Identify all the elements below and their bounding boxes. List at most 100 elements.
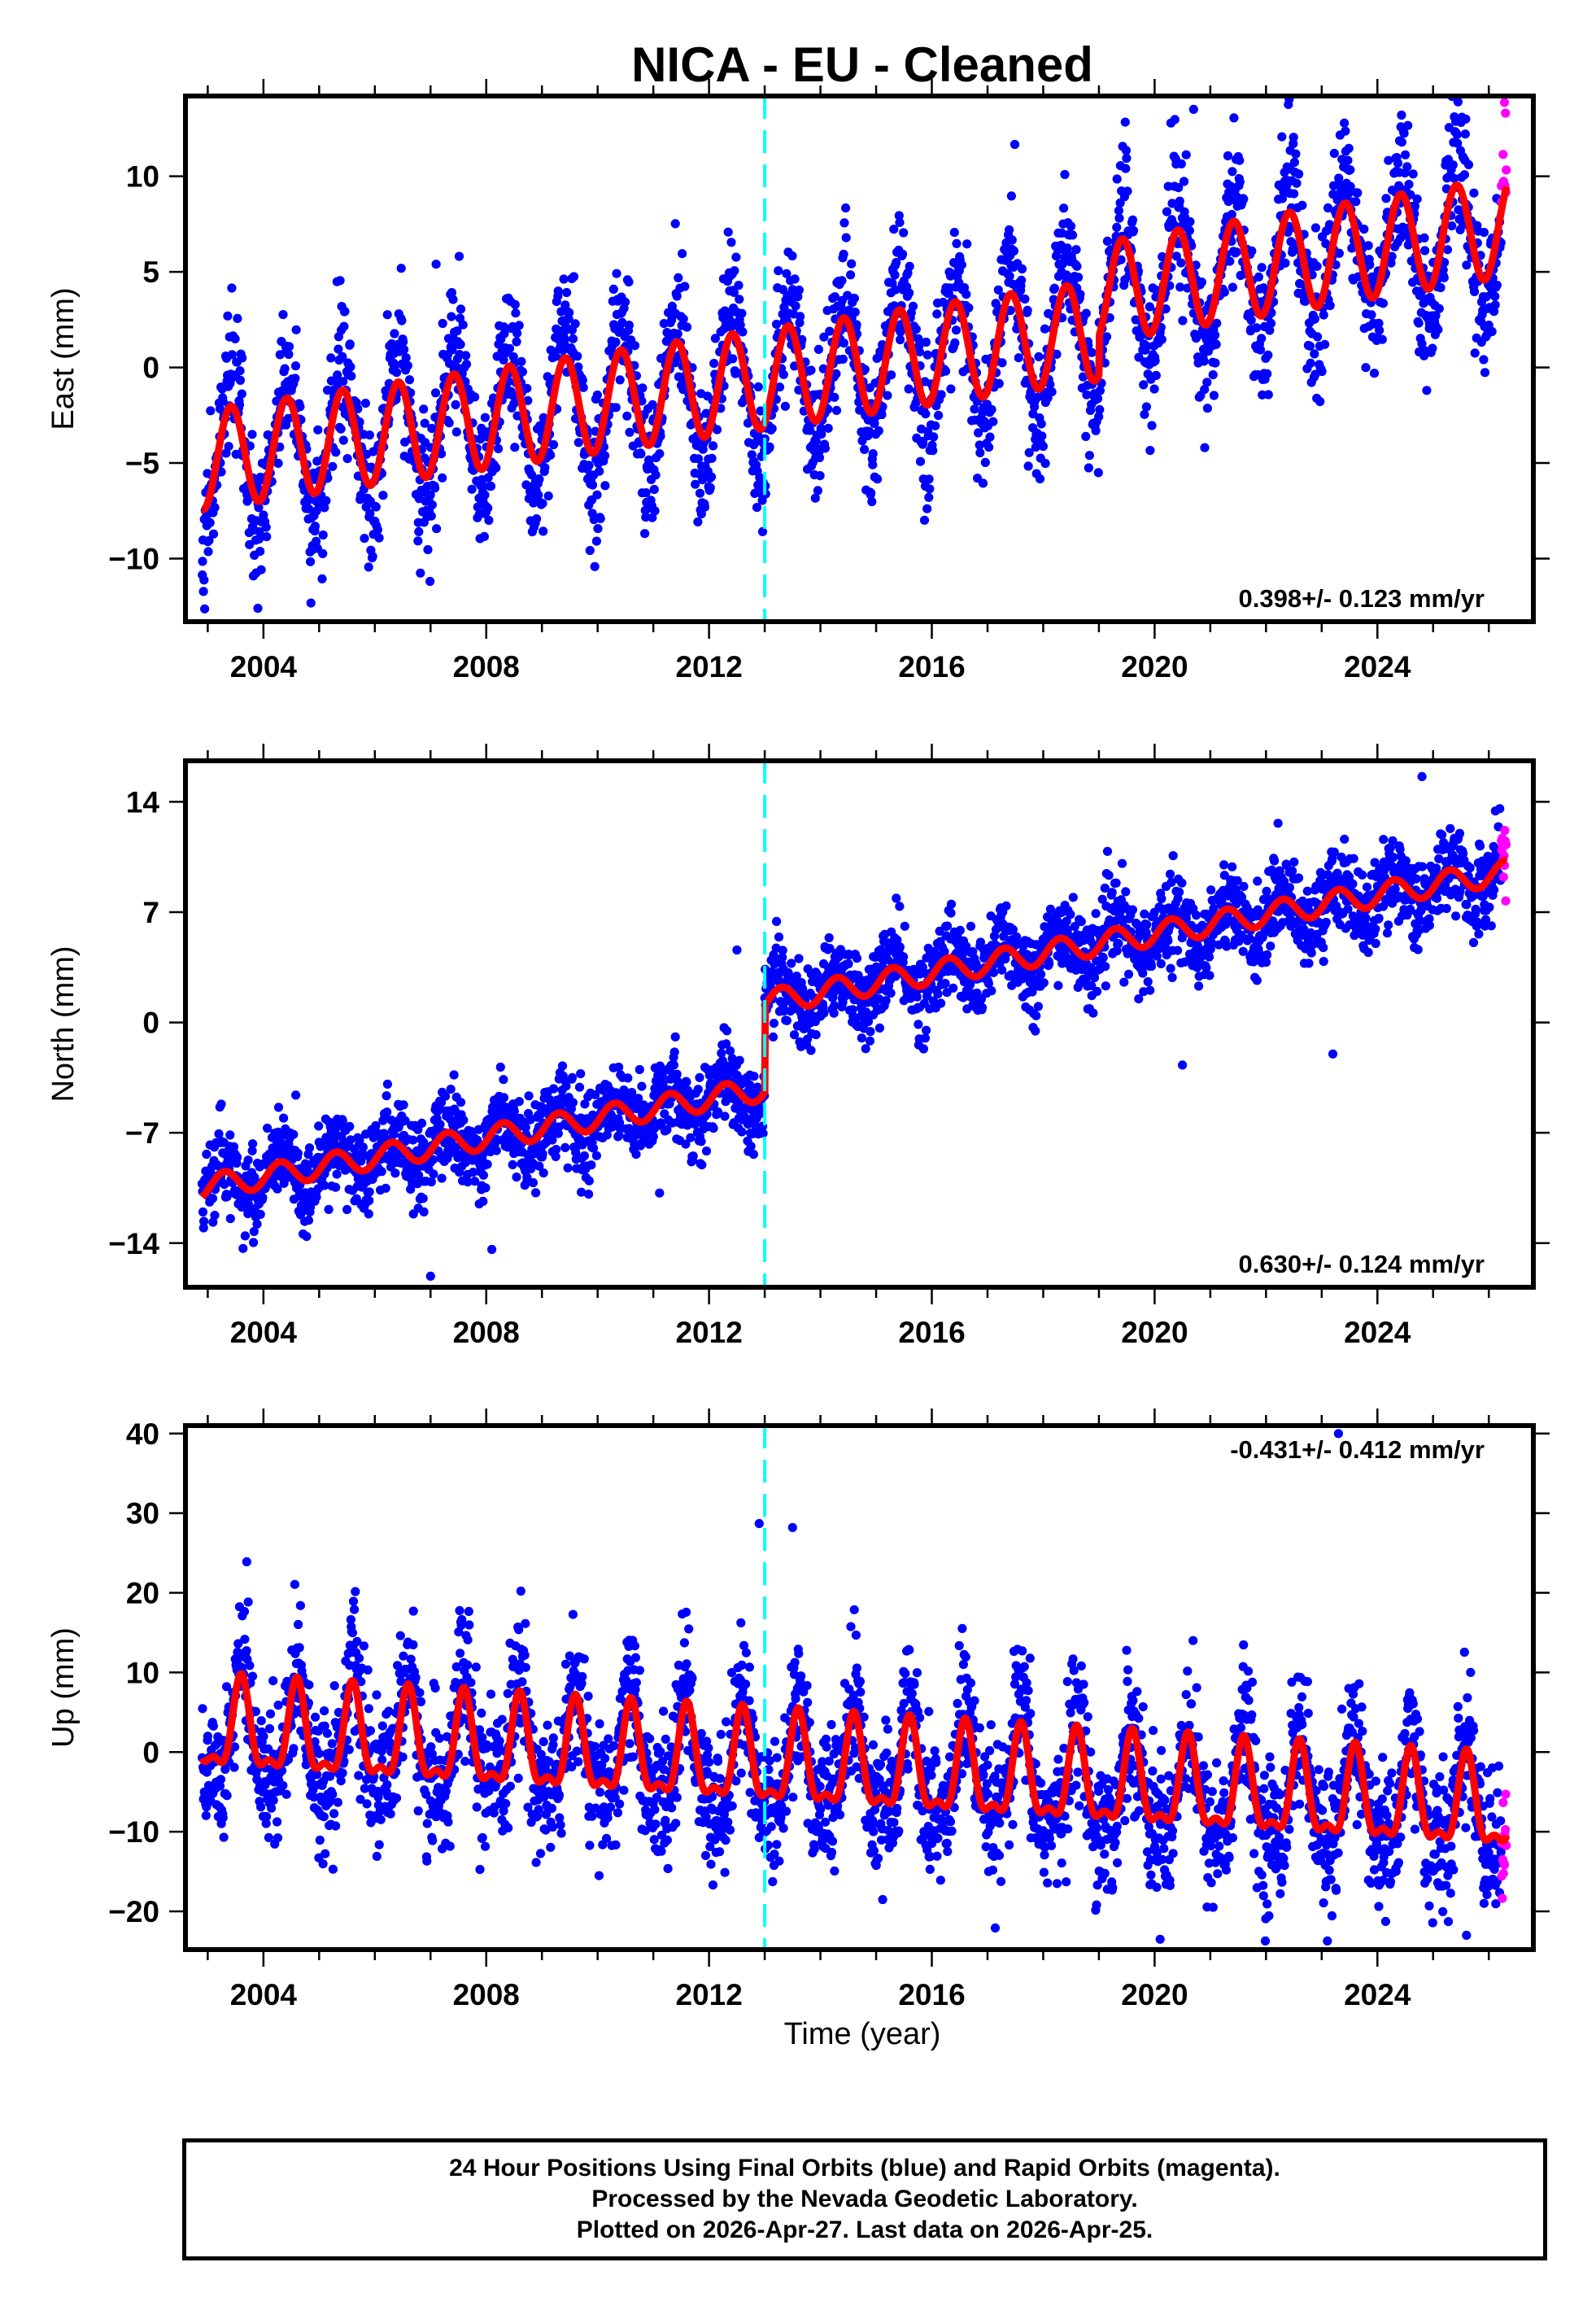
final-point [203, 547, 213, 557]
final-point [592, 390, 603, 400]
final-point [918, 1044, 928, 1054]
final-point [1176, 159, 1186, 168]
final-point [735, 320, 745, 330]
final-point [955, 925, 965, 935]
final-point [235, 366, 245, 376]
final-point [210, 503, 220, 513]
final-point [1246, 315, 1256, 325]
final-point [563, 1163, 573, 1173]
final-point [892, 893, 901, 903]
final-point [1403, 120, 1413, 130]
final-point [1147, 421, 1157, 430]
final-point [382, 1107, 392, 1117]
final-point [508, 391, 518, 400]
final-point [1023, 461, 1033, 471]
final-point [562, 287, 572, 298]
final-point [227, 283, 237, 293]
final-point [461, 360, 472, 369]
final-point [1289, 157, 1299, 167]
final-point [304, 1143, 315, 1153]
final-point [709, 1124, 718, 1133]
final-point [1353, 188, 1363, 198]
final-point [1292, 178, 1302, 188]
final-point [1448, 160, 1458, 170]
final-point [263, 1123, 273, 1133]
final-point [289, 1129, 299, 1139]
final-point [932, 309, 942, 319]
final-point [510, 443, 520, 452]
final-point [451, 427, 461, 437]
final-point [1414, 318, 1424, 328]
final-point [987, 404, 996, 414]
final-point [1210, 330, 1220, 340]
final-point [523, 395, 533, 405]
final-point [970, 404, 979, 414]
final-point [565, 308, 574, 317]
final-point [1209, 391, 1219, 400]
final-point [922, 504, 932, 513]
x-tick-label: 2016 [898, 650, 965, 684]
final-point [249, 1238, 259, 1247]
final-point [1211, 339, 1221, 349]
final-point [1381, 194, 1391, 203]
final-point [486, 481, 496, 491]
final-point [1009, 246, 1019, 255]
final-point [417, 1118, 427, 1128]
final-point [331, 1182, 341, 1192]
final-point [1007, 235, 1017, 245]
final-point [1017, 264, 1027, 274]
final-point [447, 312, 456, 321]
final-point [324, 1204, 334, 1214]
final-point [1219, 287, 1229, 297]
rapid-point [1499, 98, 1510, 107]
final-point [423, 544, 433, 555]
final-point [548, 1084, 559, 1094]
final-point [238, 353, 247, 363]
final-point [729, 287, 739, 297]
final-point [199, 1216, 209, 1226]
final-point [630, 341, 640, 351]
final-point [444, 418, 454, 428]
final-point [1006, 191, 1016, 201]
final-point [360, 399, 370, 408]
final-point [1228, 282, 1237, 292]
final-point [306, 598, 316, 608]
final-point [860, 444, 870, 455]
final-point [279, 1113, 289, 1123]
final-point [1399, 129, 1409, 138]
final-point [480, 413, 491, 422]
final-point [255, 526, 264, 536]
final-point [1075, 290, 1085, 299]
final-point [1037, 431, 1047, 441]
final-point [504, 343, 515, 353]
final-point [333, 370, 342, 380]
final-point [837, 276, 847, 286]
final-point [291, 325, 301, 334]
final-point [559, 274, 569, 284]
final-point [587, 480, 598, 490]
final-point [248, 1139, 258, 1149]
final-point [390, 329, 399, 338]
final-point [199, 575, 209, 585]
final-point [200, 604, 210, 614]
final-point [1074, 273, 1084, 282]
final-point [198, 1207, 208, 1217]
final-point [499, 329, 509, 338]
final-point [1452, 129, 1462, 139]
final-point [897, 249, 908, 259]
final-point [1344, 143, 1354, 153]
final-point [1397, 110, 1406, 120]
final-point [478, 481, 488, 491]
final-point [985, 432, 995, 442]
final-point [857, 1033, 866, 1043]
final-point [426, 511, 436, 521]
final-point [254, 534, 264, 544]
final-point [600, 481, 610, 491]
final-point [377, 1167, 386, 1177]
final-point [946, 899, 957, 909]
final-point [874, 1023, 884, 1033]
final-point [839, 338, 848, 348]
final-point [1122, 153, 1132, 164]
final-point [847, 259, 857, 269]
